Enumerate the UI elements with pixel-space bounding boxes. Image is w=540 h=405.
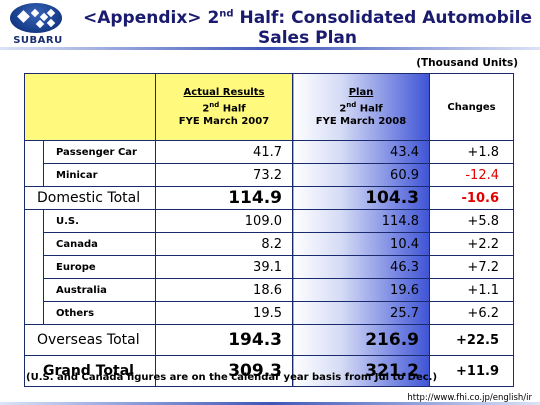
change-value: +1.1 xyxy=(429,278,514,302)
page-title: <Appendix> 2nd Half: Consolidated Automo… xyxy=(82,8,533,48)
row-label: Australia xyxy=(43,278,156,302)
domestic-total-row: Domestic Total 114.9 104.3 -10.6 xyxy=(24,186,514,210)
table-header-row: Actual Results 2nd Half FYE March 2007 P… xyxy=(24,73,514,141)
ir-url-link[interactable]: http://www.fhi.co.jp/english/ir xyxy=(407,393,532,403)
actual-value: 18.6 xyxy=(155,278,293,302)
plan-value: 216.9 xyxy=(292,324,430,356)
change-value: +22.5 xyxy=(429,324,514,356)
footnote: (U.S. and Canada figures are on the cale… xyxy=(26,372,438,383)
row-label: Europe xyxy=(43,255,156,279)
row-label: Minicar xyxy=(43,163,156,187)
row-label: Passenger Car xyxy=(43,140,156,164)
header-corner-cell xyxy=(24,73,156,141)
change-value: +5.8 xyxy=(429,209,514,233)
pleiades-emblem-icon xyxy=(10,3,62,33)
changes-header: Changes xyxy=(429,73,514,141)
table-row: Europe 39.1 46.3 +7.2 xyxy=(24,255,514,279)
header-divider xyxy=(0,47,540,50)
plan-value: 25.7 xyxy=(292,301,430,325)
row-label: Others xyxy=(43,301,156,325)
row-label: U.S. xyxy=(43,209,156,233)
actual-value: 41.7 xyxy=(155,140,293,164)
actual-value: 194.3 xyxy=(155,324,293,356)
footer-divider xyxy=(0,402,540,405)
change-value: +11.9 xyxy=(429,355,514,387)
plan-header: Plan 2nd Half FYE March 2008 xyxy=(292,73,430,141)
overseas-total-row: Overseas Total 194.3 216.9 +22.5 xyxy=(24,324,514,356)
table-row: Canada 8.2 10.4 +2.2 xyxy=(24,232,514,256)
table-row: Others 19.5 25.7 +6.2 xyxy=(24,301,514,325)
plan-value: 43.4 xyxy=(292,140,430,164)
actual-value: 73.2 xyxy=(155,163,293,187)
actual-value: 8.2 xyxy=(155,232,293,256)
actual-value: 109.0 xyxy=(155,209,293,233)
actual-value: 19.5 xyxy=(155,301,293,325)
actual-value: 114.9 xyxy=(155,186,293,210)
units-label: (Thousand Units) xyxy=(416,57,518,69)
subaru-logo: SUBARU xyxy=(6,3,70,47)
plan-value: 10.4 xyxy=(292,232,430,256)
table-row: Minicar 73.2 60.9 -12.4 xyxy=(24,163,514,187)
change-value: -10.6 xyxy=(429,186,514,210)
sales-plan-table: Actual Results 2nd Half FYE March 2007 P… xyxy=(24,73,514,387)
change-value: -12.4 xyxy=(429,163,514,187)
row-label: Grand Total xyxy=(24,355,156,387)
plan-value: 321.2 xyxy=(292,355,430,387)
row-label: Overseas Total xyxy=(24,324,156,356)
actual-value: 309.3 xyxy=(155,355,293,387)
table-row: U.S. 109.0 114.8 +5.8 xyxy=(24,209,514,233)
plan-value: 46.3 xyxy=(292,255,430,279)
plan-value: 104.3 xyxy=(292,186,430,210)
change-value: +2.2 xyxy=(429,232,514,256)
plan-value: 19.6 xyxy=(292,278,430,302)
grand-total-row: Grand Total 309.3 321.2 +11.9 xyxy=(24,355,514,387)
change-value: +6.2 xyxy=(429,301,514,325)
actual-results-header: Actual Results 2nd Half FYE March 2007 xyxy=(155,73,293,141)
plan-value: 60.9 xyxy=(292,163,430,187)
slide-header: SUBARU <Appendix> 2nd Half: Consolidated… xyxy=(0,0,540,50)
logo-wordmark: SUBARU xyxy=(13,35,63,46)
row-label: Domestic Total xyxy=(24,186,156,210)
change-value: +7.2 xyxy=(429,255,514,279)
plan-value: 114.8 xyxy=(292,209,430,233)
actual-value: 39.1 xyxy=(155,255,293,279)
change-value: +1.8 xyxy=(429,140,514,164)
table-row: Passenger Car 41.7 43.4 +1.8 xyxy=(24,140,514,164)
row-label: Canada xyxy=(43,232,156,256)
table-row: Australia 18.6 19.6 +1.1 xyxy=(24,278,514,302)
